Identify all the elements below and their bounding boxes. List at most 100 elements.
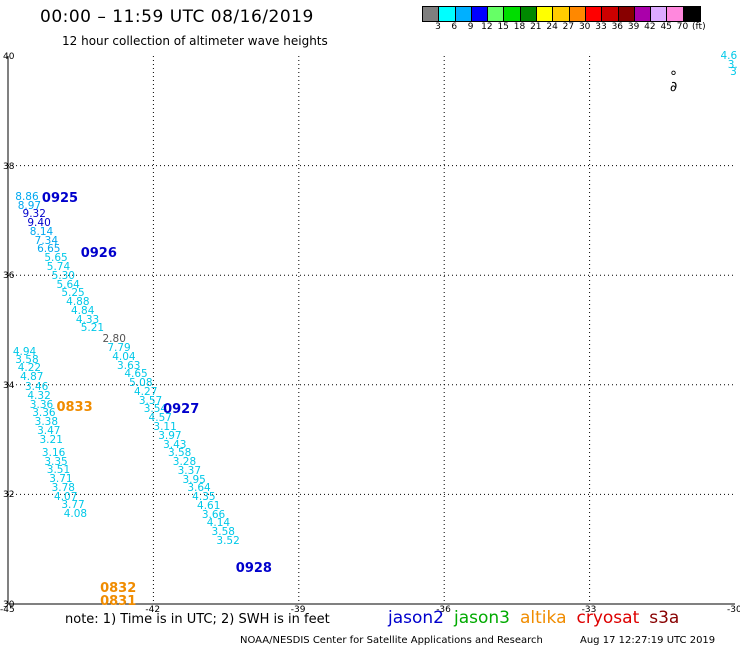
wave-height-value: 4.87: [20, 370, 44, 383]
legend-item-altika: altika: [520, 608, 567, 628]
x-tick-label: -45: [0, 605, 15, 615]
wave-height-value: 3.36: [32, 407, 56, 420]
map-grid: [7, 56, 735, 605]
wave-height-value: 3.35: [44, 455, 68, 468]
color-swatch: [423, 7, 440, 21]
wave-height-value: 4.33: [75, 313, 100, 326]
pass-time-label: 0928: [235, 561, 272, 577]
color-swatch: [455, 7, 472, 21]
wave-height-value: 3.57: [138, 394, 163, 407]
wave-height-value: 3: [730, 66, 737, 79]
wave-height-value: 3.95: [182, 473, 206, 486]
wave-height-value: 3.51: [46, 464, 71, 477]
color-scale-label: 24: [546, 22, 558, 32]
color-swatch: [537, 7, 554, 21]
wave-height-value: 4.88: [66, 296, 90, 309]
wave-height-value: 3.63: [117, 359, 141, 372]
wave-height-value: 8.14: [29, 225, 54, 238]
x-tick-label: -42: [145, 605, 161, 615]
color-scale-label: 33: [595, 22, 607, 32]
wave-height-value: 4.04: [112, 350, 136, 363]
y-tick-label: 36: [3, 271, 15, 282]
pass-time-label: 0832: [100, 580, 137, 596]
wave-height-value: 3.58: [211, 526, 235, 539]
wave-height-value: 3.11: [153, 420, 177, 433]
color-scale-label: 15: [497, 22, 509, 32]
x-tick-label: -30: [727, 605, 740, 615]
color-swatch: [585, 7, 603, 21]
color-scale-bar: [422, 6, 702, 22]
wave-height-value: 4.65: [124, 368, 148, 381]
wave-height-value: 3.58: [15, 354, 39, 367]
color-scale-label: 12: [481, 22, 493, 32]
wave-height-value: 3.52: [216, 534, 240, 547]
color-swatch: [520, 7, 538, 21]
wave-height-value: 3.47: [37, 424, 61, 437]
wave-height-value: 3.38: [34, 416, 59, 429]
wave-height-value: 7.79: [107, 342, 131, 355]
color-swatch: [683, 7, 701, 21]
wave-height-value: 5.65: [44, 252, 68, 265]
legend-item-s3a: s3a: [649, 608, 680, 628]
color-scale-label: 18: [513, 22, 526, 32]
wave-height-value: 8.86: [15, 190, 39, 203]
wave-height-value: 3.97: [158, 429, 182, 442]
wave-height-value: 3.36: [29, 398, 54, 411]
wave-height-value: 9.40: [27, 217, 51, 230]
page-title: 00:00 – 11:59 UTC 08/16/2019: [40, 7, 314, 27]
pass-time-label: 0833: [56, 399, 93, 415]
wave-height-value: 5.21: [80, 322, 105, 335]
color-swatch: [618, 7, 635, 21]
wave-height-value: 6.65: [37, 243, 61, 256]
wave-height-value: 4.22: [17, 362, 42, 375]
wave-height-value: 5.25: [61, 287, 85, 300]
wave-height-map: -45 -42 -39 -36 -33 -30 40 38 36 34 32 30 8.86 8.97 9.…: [0, 51, 740, 616]
wave-height-value: 3.: [727, 58, 738, 71]
wave-height-value: 3.58: [167, 447, 192, 460]
wave-height-value: 7.34: [34, 234, 59, 247]
color-scale-label: 39: [627, 22, 640, 32]
color-swatch: [651, 7, 668, 21]
wave-height-value: 3.77: [61, 499, 85, 512]
wave-height-value: 4.57: [148, 412, 172, 425]
color-scale-label: 30: [578, 22, 591, 32]
color-scale-label: (ft): [692, 22, 706, 32]
y-tick-label: 32: [3, 490, 15, 501]
island-outline: ° ∂: [670, 69, 678, 95]
wave-height-value: 4.14: [206, 517, 231, 530]
wave-height-value: 5.08: [129, 377, 153, 390]
generated-timestamp: Aug 17 12:27:19 UTC 2019: [580, 635, 716, 646]
color-scale-label: 27: [562, 22, 575, 32]
wave-height-value: 4.08: [63, 508, 88, 521]
color-scale-label: 6: [451, 22, 458, 32]
wave-height-value: 3.37: [177, 464, 202, 477]
wave-height-value: 3.43: [163, 438, 187, 451]
color-swatch: [634, 7, 652, 21]
y-tick-label: 30: [3, 600, 15, 610]
wave-height-value: 4.61: [197, 499, 221, 512]
color-swatch: [439, 7, 456, 21]
wave-height-value: 4.07: [54, 490, 78, 503]
color-scale-label: 42: [644, 22, 656, 32]
wave-height-value: 3.28: [172, 456, 197, 469]
wave-height-value: 3.21: [39, 433, 63, 446]
units-note: note: 1) Time is in UTC; 2) SWH is in fe…: [65, 612, 330, 627]
wave-height-value: 3.64: [187, 482, 211, 495]
pass-time-label: 0927: [163, 402, 200, 418]
color-swatch: [667, 7, 684, 21]
wave-height-value: 3.16: [41, 446, 66, 459]
color-swatch: [471, 7, 489, 21]
legend-item-jason2: jason2: [388, 608, 444, 628]
wave-height-value: 4.27: [134, 385, 158, 398]
y-tick-label: 34: [3, 380, 15, 391]
color-swatch: [504, 7, 521, 21]
color-swatch: [602, 7, 619, 21]
wave-height-value: 3.46: [24, 380, 49, 393]
color-swatch: [569, 7, 586, 21]
wave-height-value: 5.30: [51, 269, 75, 282]
y-tick-label: 38: [3, 161, 15, 172]
color-scale-label: 36: [611, 22, 624, 32]
x-tick-label: -36: [436, 605, 451, 615]
wave-height-value: 4.32: [27, 389, 51, 402]
wave-height-value: 2.80: [102, 333, 126, 346]
